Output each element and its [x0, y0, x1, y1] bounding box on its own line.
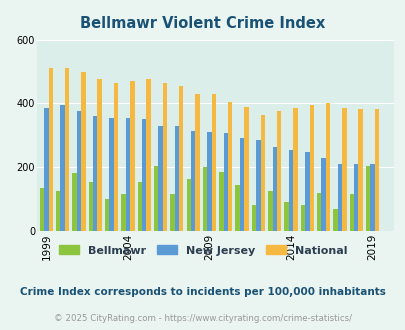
- Bar: [105, 199, 109, 231]
- Bar: [300, 206, 305, 231]
- Bar: [186, 179, 190, 231]
- Bar: [77, 112, 81, 231]
- Bar: [321, 158, 325, 231]
- Bar: [146, 80, 150, 231]
- Bar: [267, 191, 272, 231]
- Text: © 2025 CityRating.com - https://www.cityrating.com/crime-statistics/: © 2025 CityRating.com - https://www.city…: [54, 314, 351, 323]
- Bar: [358, 109, 362, 231]
- Bar: [65, 68, 69, 231]
- Bar: [130, 81, 134, 231]
- Bar: [276, 112, 281, 231]
- Bar: [219, 172, 223, 231]
- Bar: [211, 94, 215, 231]
- Bar: [365, 166, 369, 231]
- Bar: [244, 107, 248, 231]
- Bar: [49, 68, 53, 231]
- Bar: [260, 115, 264, 231]
- Bar: [349, 194, 353, 231]
- Bar: [228, 102, 232, 231]
- Bar: [170, 194, 174, 231]
- Bar: [93, 115, 97, 231]
- Bar: [195, 94, 199, 231]
- Bar: [341, 108, 346, 231]
- Bar: [109, 118, 113, 231]
- Text: Bellmawr Violent Crime Index: Bellmawr Violent Crime Index: [80, 16, 325, 31]
- Bar: [97, 80, 102, 231]
- Bar: [179, 86, 183, 231]
- Bar: [288, 150, 292, 231]
- Bar: [305, 152, 309, 231]
- Bar: [207, 132, 211, 231]
- Bar: [44, 108, 49, 231]
- Bar: [284, 202, 288, 231]
- Bar: [153, 166, 158, 231]
- Bar: [40, 188, 44, 231]
- Bar: [337, 164, 341, 231]
- Bar: [251, 206, 256, 231]
- Bar: [272, 147, 276, 231]
- Bar: [60, 105, 65, 231]
- Bar: [292, 108, 297, 231]
- Bar: [202, 167, 207, 231]
- Bar: [316, 193, 321, 231]
- Bar: [88, 182, 93, 231]
- Bar: [137, 182, 142, 231]
- Bar: [126, 118, 130, 231]
- Bar: [158, 126, 162, 231]
- Bar: [142, 119, 146, 231]
- Text: Crime Index corresponds to incidents per 100,000 inhabitants: Crime Index corresponds to incidents per…: [20, 287, 385, 297]
- Bar: [309, 105, 313, 231]
- Bar: [325, 103, 329, 231]
- Bar: [353, 164, 358, 231]
- Bar: [162, 82, 167, 231]
- Bar: [190, 130, 195, 231]
- Bar: [56, 191, 60, 231]
- Bar: [369, 164, 374, 231]
- Bar: [81, 72, 85, 231]
- Bar: [239, 138, 244, 231]
- Legend: Bellmawr, New Jersey, National: Bellmawr, New Jersey, National: [54, 241, 351, 260]
- Bar: [174, 126, 179, 231]
- Bar: [223, 133, 228, 231]
- Bar: [333, 209, 337, 231]
- Bar: [235, 185, 239, 231]
- Bar: [256, 140, 260, 231]
- Bar: [72, 173, 77, 231]
- Bar: [374, 109, 378, 231]
- Bar: [121, 194, 126, 231]
- Bar: [113, 83, 118, 231]
